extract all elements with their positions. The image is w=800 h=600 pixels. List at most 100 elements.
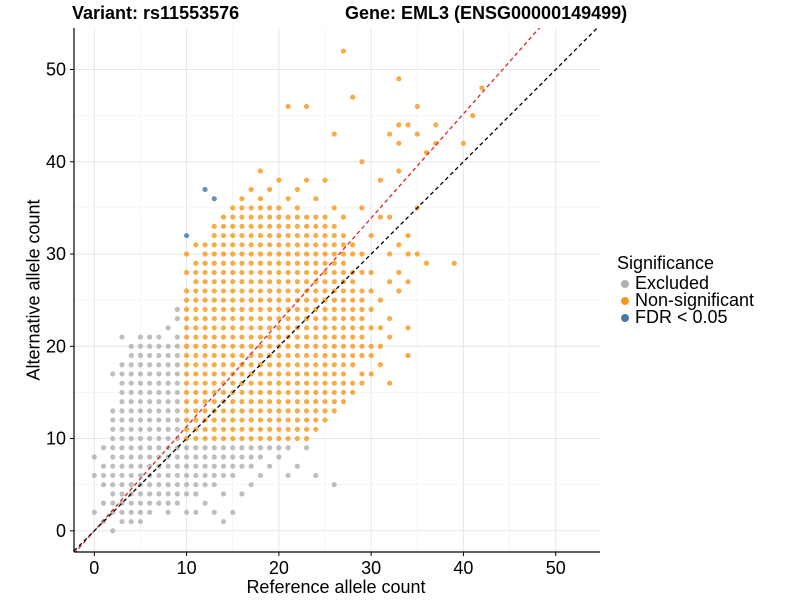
point-excluded: [248, 445, 254, 451]
point-excluded: [119, 463, 125, 469]
point-non-significant: [276, 334, 282, 340]
point-non-significant: [202, 269, 208, 276]
point-non-significant: [322, 288, 328, 294]
point-non-significant: [183, 315, 190, 322]
point-non-significant: [276, 417, 282, 423]
point-non-significant: [202, 399, 208, 405]
point-excluded: [119, 380, 125, 386]
point-excluded: [156, 500, 162, 506]
point-excluded: [239, 491, 245, 497]
tick-labels: 0 10 20 30 40 50 0 10 20 30 40 50: [46, 60, 566, 578]
legend: Significance Excluded Non-significant FD…: [617, 253, 754, 327]
point-non-significant: [220, 297, 227, 303]
point-non-significant: [322, 214, 328, 220]
point-excluded: [128, 389, 134, 396]
point-non-significant: [405, 279, 411, 285]
point-non-significant: [350, 334, 356, 340]
point-non-significant: [313, 352, 319, 359]
point-excluded: [165, 417, 171, 423]
point-non-significant: [285, 325, 291, 331]
point-non-significant: [248, 186, 254, 193]
x-tick-label: 20: [269, 558, 289, 578]
point-non-significant: [331, 205, 337, 211]
point-excluded: [174, 380, 180, 386]
point-non-significant: [267, 269, 273, 276]
point-non-significant: [331, 343, 337, 349]
point-non-significant: [294, 343, 300, 349]
point-excluded: [147, 482, 153, 488]
point-non-significant: [313, 362, 319, 368]
legend-label-excluded: Excluded: [635, 273, 710, 293]
point-non-significant: [322, 380, 328, 386]
point-non-significant: [211, 269, 217, 276]
point-non-significant: [368, 232, 374, 239]
point-non-significant: [257, 242, 264, 248]
point-non-significant: [211, 223, 217, 229]
point-non-significant: [248, 205, 254, 211]
point-non-significant: [230, 260, 236, 266]
point-non-significant: [248, 306, 254, 312]
point-excluded: [174, 389, 180, 396]
point-non-significant: [294, 288, 300, 294]
legend-item-fdr: FDR < 0.05: [617, 307, 754, 327]
y-tick-label: 40: [46, 152, 66, 172]
point-non-significant: [267, 315, 273, 322]
point-non-significant: [276, 371, 282, 377]
point-non-significant: [211, 343, 217, 349]
chart-title-gene: Gene: EML3 (ENSG00000149499): [345, 3, 628, 23]
point-excluded: [183, 491, 190, 497]
point-non-significant: [303, 223, 310, 229]
point-non-significant: [331, 389, 337, 396]
point-non-significant: [294, 279, 300, 285]
y-tick-label: 30: [46, 244, 66, 264]
point-non-significant: [303, 306, 310, 312]
point-non-significant: [377, 214, 383, 220]
point-non-significant: [211, 242, 217, 248]
point-fdr-0-05: [202, 186, 208, 193]
point-excluded: [211, 463, 217, 469]
legend-title: Significance: [617, 253, 715, 273]
point-non-significant: [267, 205, 273, 211]
point-non-significant: [220, 232, 227, 239]
point-non-significant: [276, 408, 282, 414]
point-non-significant: [359, 269, 365, 276]
point-non-significant: [248, 325, 254, 331]
point-non-significant: [193, 408, 199, 414]
point-non-significant: [193, 306, 199, 312]
point-non-significant: [303, 343, 310, 349]
point-excluded: [110, 500, 116, 506]
point-non-significant: [220, 269, 227, 276]
point-non-significant: [248, 426, 254, 432]
point-non-significant: [248, 251, 254, 257]
point-non-significant: [359, 334, 365, 340]
point-non-significant: [377, 343, 383, 349]
point-non-significant: [248, 242, 254, 248]
point-non-significant: [230, 242, 236, 248]
point-non-significant: [340, 251, 347, 257]
point-excluded: [156, 472, 162, 479]
point-non-significant: [396, 269, 402, 276]
point-non-significant: [313, 196, 319, 202]
point-excluded: [174, 463, 180, 469]
point-non-significant: [276, 260, 282, 266]
point-non-significant: [276, 380, 282, 386]
point-non-significant: [313, 242, 319, 248]
point-non-significant: [368, 325, 374, 331]
point-excluded: [174, 399, 180, 405]
point-non-significant: [322, 306, 328, 312]
point-non-significant: [257, 168, 264, 174]
point-non-significant: [294, 242, 300, 248]
point-non-significant: [257, 352, 264, 359]
point-non-significant: [322, 232, 328, 239]
point-excluded: [165, 491, 171, 497]
point-excluded: [239, 454, 245, 460]
point-non-significant: [220, 242, 227, 248]
point-non-significant: [368, 371, 374, 377]
point-excluded: [110, 417, 116, 423]
point-non-significant: [350, 380, 356, 386]
point-non-significant: [313, 380, 319, 386]
reference-line-black: [74, 28, 599, 552]
point-non-significant: [220, 334, 227, 340]
point-non-significant: [220, 251, 227, 257]
point-non-significant: [350, 325, 356, 331]
